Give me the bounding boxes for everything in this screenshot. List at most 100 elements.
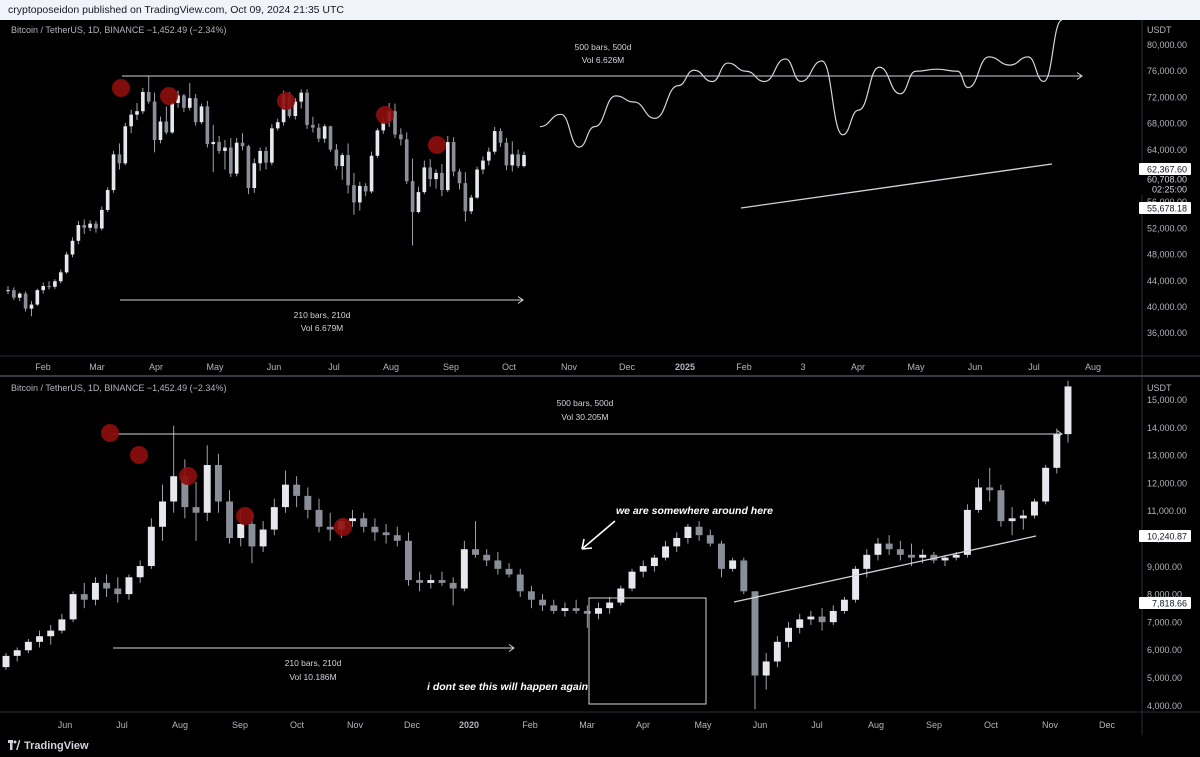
candle-body — [492, 131, 497, 152]
candle-body — [460, 549, 468, 589]
candle-body — [111, 154, 116, 191]
candle-body — [896, 549, 904, 555]
candle-body — [141, 92, 145, 112]
candle-body — [494, 560, 502, 569]
candle-body — [205, 106, 210, 145]
candle-body — [159, 501, 166, 527]
price-label-text: 60,708.00 — [1147, 175, 1187, 185]
x-tick-label: Jul — [1028, 362, 1040, 372]
y-tick-label: 44,000.00 — [1147, 276, 1187, 286]
candle-body — [328, 126, 333, 150]
candle-body — [80, 594, 88, 600]
candle-body — [639, 566, 647, 572]
candle-body — [24, 641, 32, 651]
candle-body — [785, 627, 792, 642]
crash-highlight-box — [588, 597, 707, 705]
x-tick-label: Apr — [636, 720, 650, 730]
support-trendline — [740, 163, 1053, 209]
chart-canvas: Bitcoin / TetherUS, 1D, BINANCE −1,452.4… — [0, 20, 1200, 735]
candle-body — [35, 290, 40, 305]
candle-body — [76, 225, 81, 241]
candle-body — [371, 526, 379, 533]
x-tick-label: Oct — [984, 720, 999, 730]
candle-body — [316, 127, 321, 139]
candle-body — [919, 554, 927, 558]
candle-body — [129, 114, 133, 127]
candle-body — [326, 526, 334, 530]
candle-body — [192, 507, 200, 513]
price-label-box — [1139, 163, 1191, 175]
range-arrow-head-icon — [508, 644, 515, 652]
range-bars-label: 500 bars, 500d — [557, 398, 614, 408]
range-arrow-head-icon — [1056, 430, 1063, 438]
x-tick-label: Apr — [851, 362, 865, 372]
candle-body — [41, 286, 45, 291]
candle-body — [684, 526, 692, 538]
y-tick-label: 48,000.00 — [1147, 250, 1187, 260]
candle-body — [572, 608, 580, 611]
x-tick-label: Jun — [968, 362, 983, 372]
candle-body — [223, 147, 227, 151]
candle-body — [662, 546, 670, 558]
annotation-arrow-head-icon — [581, 538, 593, 550]
candle-body — [158, 121, 163, 140]
y-tick-label: 15,000.00 — [1147, 395, 1187, 405]
x-tick-label: Dec — [619, 362, 636, 372]
range-arrow-head-icon — [1076, 72, 1083, 80]
candle-body — [463, 183, 468, 212]
candle-body — [12, 290, 16, 298]
candle-body — [103, 582, 111, 589]
candle-body — [304, 495, 312, 510]
candle-body — [393, 535, 401, 541]
peak-marker — [101, 424, 119, 442]
candle-body — [88, 223, 92, 228]
candle-body — [416, 580, 424, 583]
peak-marker — [130, 446, 148, 464]
candle-body — [58, 619, 66, 631]
candle-body — [762, 661, 770, 676]
candle-body — [360, 518, 368, 527]
x-tick-label: Oct — [502, 362, 517, 372]
candle-body — [382, 532, 390, 536]
candle-body — [1030, 501, 1038, 516]
y-tick-label: 6,000.00 — [1147, 645, 1182, 655]
candle-body — [170, 476, 178, 502]
top-chart-panel: Bitcoin / TetherUS, 1D, BINANCE −1,452.4… — [0, 20, 1200, 380]
candle-body — [404, 139, 409, 182]
peak-marker — [112, 79, 130, 97]
tradingview-logo-icon — [8, 740, 20, 750]
tradingview-brand: TradingView — [24, 740, 89, 752]
price-label-box — [1139, 175, 1191, 185]
candle-body — [498, 131, 503, 143]
candle-body — [199, 106, 204, 123]
peak-marker — [428, 136, 446, 154]
x-tick-label: Nov — [561, 362, 578, 372]
candle-body — [125, 577, 133, 595]
candle-body — [346, 155, 350, 186]
y-tick-label: 4,000.00 — [1147, 701, 1182, 711]
candle-body — [352, 185, 356, 203]
candle-body — [1042, 467, 1050, 502]
x-tick-label: 3 — [800, 362, 805, 372]
candle-body — [315, 509, 323, 527]
y-tick-label: 5,000.00 — [1147, 673, 1182, 683]
range-volume-label: Vol 6.626M — [582, 55, 625, 65]
y-tick-label: 76,000.00 — [1147, 66, 1187, 76]
x-tick-label: Aug — [383, 362, 399, 372]
candle-body — [469, 197, 474, 212]
candle-body — [293, 101, 298, 116]
x-tick-label: May — [206, 362, 224, 372]
candle-body — [504, 142, 509, 166]
candle-body — [740, 560, 748, 592]
y-tick-label: 72,000.00 — [1147, 92, 1187, 102]
x-tick-label: Aug — [172, 720, 188, 730]
candle-body — [1064, 386, 1072, 435]
candle-body — [829, 610, 837, 623]
candle-body — [58, 272, 63, 282]
candle-body — [404, 540, 412, 581]
x-tick-label: Feb — [522, 720, 538, 730]
y-tick-label: 14,000.00 — [1147, 423, 1187, 433]
candle-body — [358, 185, 362, 203]
candle-body — [451, 142, 456, 172]
candle-body — [282, 484, 289, 508]
